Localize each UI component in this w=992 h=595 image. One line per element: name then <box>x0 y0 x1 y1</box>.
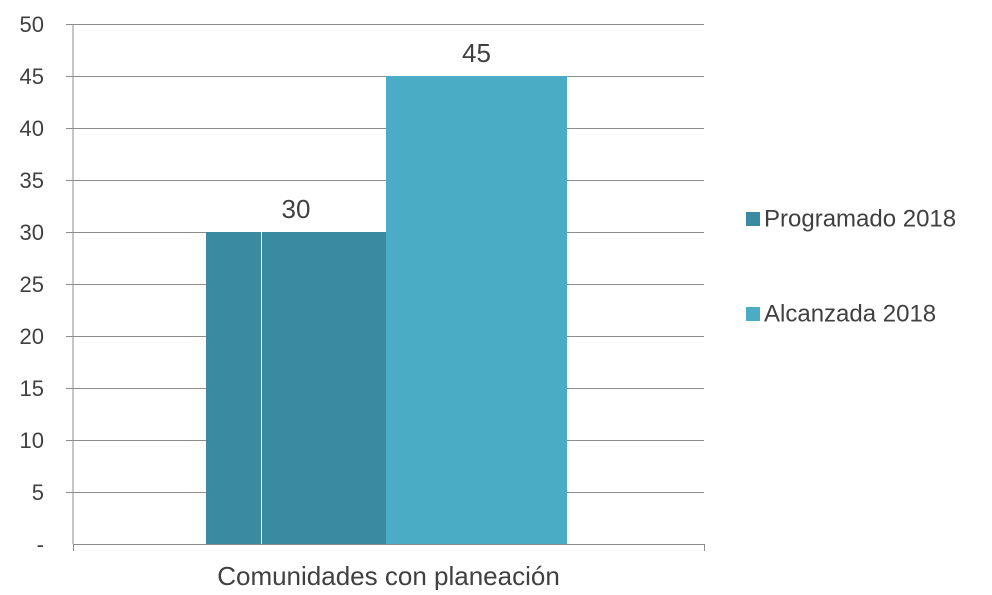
legend-swatch <box>746 212 760 226</box>
bar-alcanzada-2018 <box>386 76 567 544</box>
y-tick-label: 15 <box>20 376 44 401</box>
y-tick-label: - <box>37 532 44 557</box>
x-axis: Comunidades con planeación <box>72 24 705 591</box>
y-tick-label: 35 <box>20 168 44 193</box>
data-labels: 30 45 <box>282 38 491 224</box>
y-tick-label: 40 <box>20 116 44 141</box>
legend: Programado 2018 Alcanzada 2018 <box>746 206 956 328</box>
y-tick-label: 30 <box>20 220 44 245</box>
y-axis-ticks: - 5 10 15 20 25 30 35 40 45 50 <box>20 12 44 557</box>
bar-programado-2018 <box>206 232 386 544</box>
bars <box>206 76 567 544</box>
data-label: 30 <box>282 194 311 224</box>
y-tick-label: 45 <box>20 64 44 89</box>
y-tick-label: 50 <box>20 12 44 37</box>
legend-swatch <box>746 307 760 321</box>
data-label: 45 <box>462 38 491 68</box>
y-tick-label: 10 <box>20 428 44 453</box>
legend-label: Programado 2018 <box>764 206 956 233</box>
legend-label: Alcanzada 2018 <box>764 301 936 328</box>
y-tick-label: 5 <box>32 480 44 505</box>
y-tick-label: 20 <box>20 324 44 349</box>
x-category-label: Comunidades con planeación <box>217 561 560 590</box>
y-tick-label: 25 <box>20 272 44 297</box>
